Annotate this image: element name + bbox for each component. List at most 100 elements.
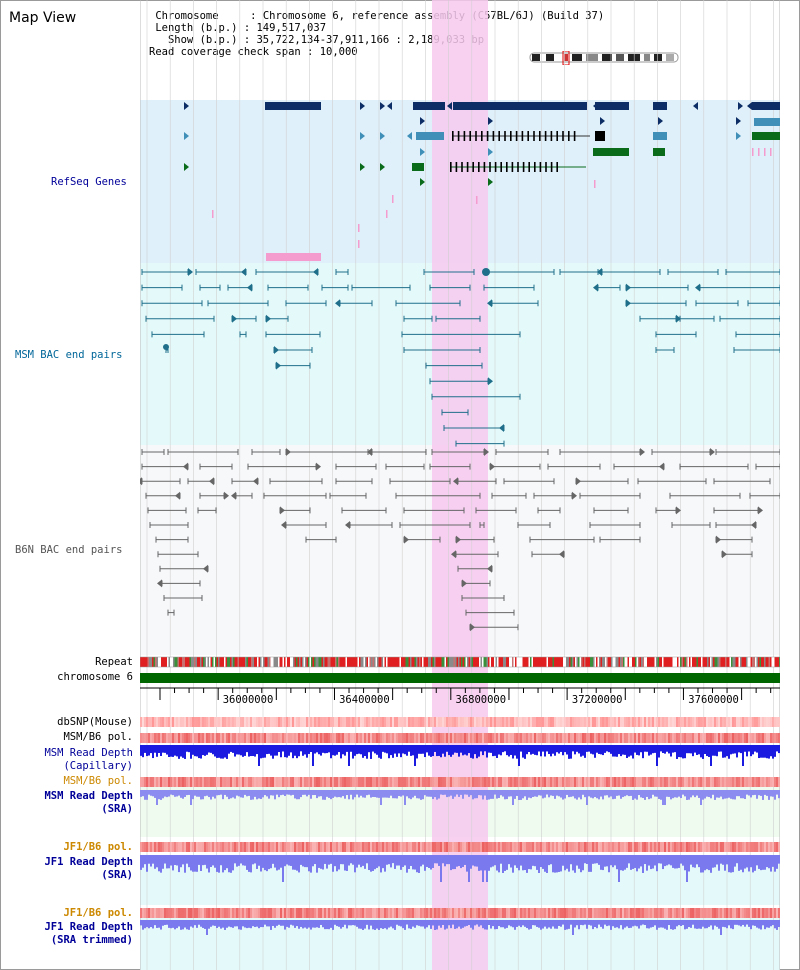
jf1-b6-pol-2-heat-cell	[314, 908, 316, 918]
msm-depth-sra-bar	[312, 790, 314, 796]
jf1-depth-trim-bar	[678, 920, 680, 926]
repeat-element	[495, 657, 497, 667]
jf1-depth-trim-bar	[636, 920, 638, 927]
msm-b6-pol-heat-cell	[640, 733, 642, 743]
dbsnp-heat-cell	[528, 717, 530, 727]
jf1-b6-pol-heat-cell	[518, 842, 520, 852]
msm-depth-sra-bar	[678, 790, 680, 797]
msm-b6-pol-2-heat-cell	[764, 777, 766, 787]
jf1-b6-pol-heat-cell	[642, 842, 644, 852]
msm-depth-sra-bar	[420, 790, 422, 800]
jf1-b6-pol-2-heat-cell	[326, 908, 328, 918]
jf1-b6-pol-heat-cell	[400, 842, 402, 852]
jf1-b6-pol-heat-cell	[208, 842, 210, 852]
msm-depth-sra-bar	[742, 790, 744, 799]
jf1-b6-pol-2-heat-cell	[660, 908, 662, 918]
repeat-element	[266, 657, 268, 667]
jf1-b6-pol-heat-cell	[510, 842, 512, 852]
dbsnp-heat-cell	[486, 717, 488, 727]
repeat-element	[635, 657, 637, 667]
msm-b6-pol-heat-cell	[162, 733, 164, 743]
jf1-depth-sra-bar	[190, 855, 192, 871]
repeat-element	[641, 657, 643, 667]
repeat-element	[234, 657, 236, 667]
jf1-depth-trim-bar	[694, 920, 696, 929]
jf1-depth-sra-bar	[312, 855, 314, 867]
repeat-element	[765, 657, 767, 667]
jf1-depth-trim-bar	[412, 920, 414, 927]
msm-depth-sra-bar	[440, 790, 442, 795]
repeat-element	[305, 657, 307, 667]
jf1-depth-trim-bar	[750, 920, 752, 930]
repeat-element	[162, 657, 164, 667]
msm-depth-cap-bar	[506, 745, 508, 756]
chromosome-ideogram[interactable]	[528, 51, 682, 65]
jf1-depth-sra-bar	[744, 855, 746, 869]
msm-depth-cap-bar	[292, 745, 294, 759]
jf1-depth-sra-bar	[158, 855, 160, 872]
dbsnp-heat-cell	[300, 717, 302, 727]
jf1-depth-trim-bar	[216, 920, 218, 928]
msm-b6-pol-2-heat-cell	[240, 777, 242, 787]
jf1-depth-sra-bar	[428, 855, 430, 869]
msm-b6-pol-heat-cell	[258, 733, 260, 743]
msm-b6-pol-heat-cell	[408, 733, 410, 743]
msm-depth-cap-bar	[272, 745, 274, 759]
dbsnp-heat-cell	[360, 717, 362, 727]
jf1-depth-trim-bar	[712, 920, 714, 930]
jf1-depth-sra-bar	[704, 855, 706, 871]
msm-b6-pol-heat-cell	[642, 733, 644, 743]
jf1-b6-pol-2-heat-cell	[766, 908, 768, 918]
jf1-depth-sra-bar	[562, 855, 564, 866]
jf1-depth-sra-bar	[778, 855, 780, 864]
msm-b6-pol-2-heat-cell	[188, 777, 190, 787]
jf1-b6-pol-2-heat-cell	[250, 908, 252, 918]
msm-b6-pol-2-heat-cell	[208, 777, 210, 787]
repeat-element	[521, 657, 523, 667]
msm-b6-pol-2-heat-cell	[742, 777, 744, 787]
msm-depth-cap-bar	[188, 745, 190, 753]
jf1-b6-pol-2-heat-cell	[258, 908, 260, 918]
jf1-b6-pol-2-heat-cell	[316, 908, 318, 918]
jf1-b6-pol-heat-cell	[558, 842, 560, 852]
repeat-element	[483, 657, 485, 667]
dbsnp-heat-cell	[536, 717, 538, 727]
jf1-depth-sra-bar	[368, 855, 370, 871]
msm-depth-cap-bar	[550, 745, 552, 757]
msm-b6-pol-heat-cell	[770, 733, 772, 743]
dbsnp-heat-cell	[584, 717, 586, 727]
repeat-element	[470, 657, 472, 667]
genome-map-canvas[interactable]: 36000000 36400000 36800000 37200000 37600000	[140, 0, 780, 970]
repeat-element	[369, 657, 371, 667]
msm-depth-sra-bar	[770, 790, 772, 797]
msm-b6-pol-2-heat-cell	[146, 777, 148, 787]
dbsnp-heat-cell	[392, 717, 394, 727]
repeat-element	[650, 657, 652, 667]
msm-b6-pol-2-heat-cell	[704, 777, 706, 787]
repeat-element	[279, 657, 281, 667]
msm-b6-pol-heat-cell	[624, 733, 626, 743]
dbsnp-heat-cell	[538, 717, 540, 727]
jf1-b6-pol-heat-cell	[420, 842, 422, 852]
msm-depth-sra-bar	[266, 790, 268, 797]
msm-b6-pol-heat-cell	[428, 733, 430, 743]
msm-b6-pol-2-heat-cell	[408, 777, 410, 787]
msm-b6-pol-2-heat-cell	[148, 777, 150, 787]
jf1-depth-trim-bar	[180, 920, 182, 930]
msm-b6-pol-heat-cell	[272, 733, 274, 743]
jf1-depth-trim-bar	[700, 920, 702, 929]
jf1-b6-pol-2-heat-cell	[248, 908, 250, 918]
jf1-depth-trim-bar	[378, 920, 380, 930]
gene-exon	[494, 162, 497, 172]
jf1-b6-pol-2-heat-cell	[274, 908, 276, 918]
msm-b6-pol-2-heat-cell	[376, 777, 378, 787]
msm-depth-cap-bar	[706, 745, 708, 757]
msm-depth-sra-bar	[212, 790, 214, 797]
msm-b6-pol-2-heat-cell	[564, 777, 566, 787]
jf1-b6-pol-2-heat-cell	[408, 908, 410, 918]
jf1-depth-trim-bar	[522, 920, 524, 926]
repeat-element	[411, 657, 413, 667]
repeat-element	[452, 657, 454, 667]
msm-b6-pol-2-heat-cell	[596, 777, 598, 787]
msm-depth-cap-bar	[412, 745, 414, 756]
